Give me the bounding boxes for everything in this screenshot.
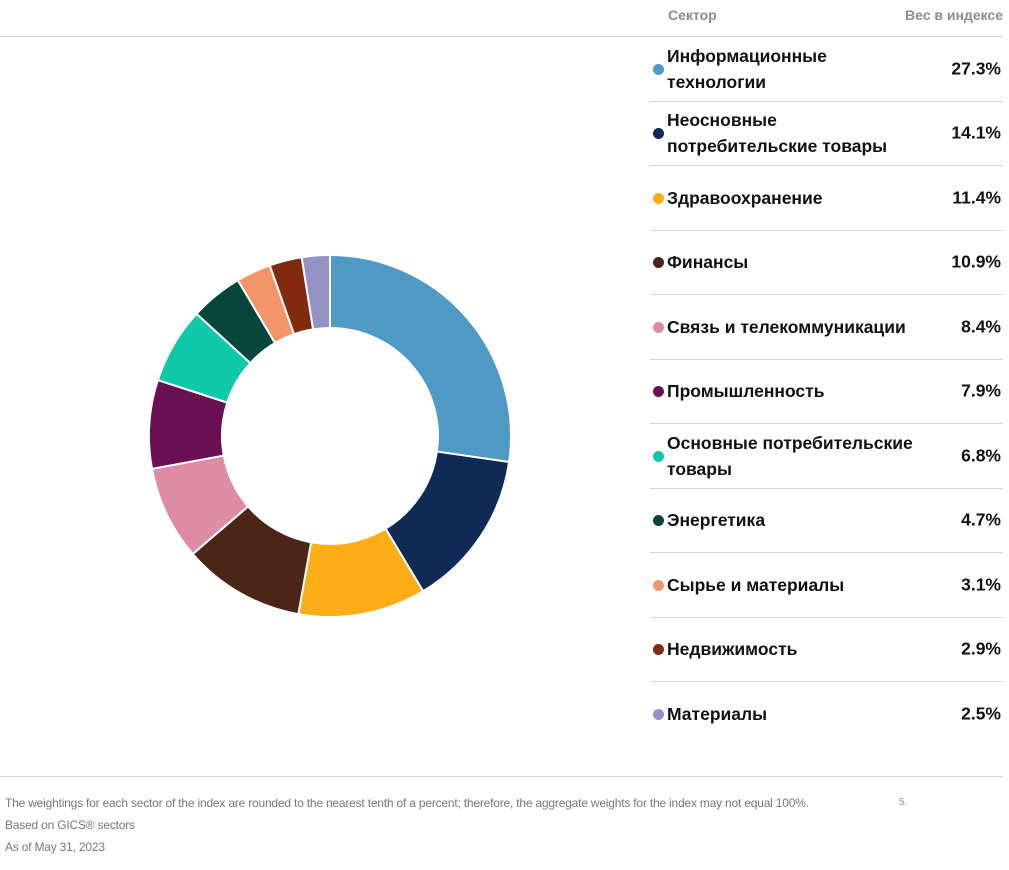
footnote-rounding: The weightings for each sector of the in… xyxy=(5,796,809,810)
legend-value: 4.7% xyxy=(961,509,1001,530)
legend-row: Промышленность 7.9% xyxy=(650,360,1003,424)
sector-donut-chart xyxy=(148,253,512,618)
legend-value: 6.8% xyxy=(961,445,1001,466)
legend-row: Связь и телекоммуникации 8.4% xyxy=(650,295,1003,360)
legend-value: 2.9% xyxy=(961,638,1001,659)
legend-row: Сырье и материалы 3.1% xyxy=(650,553,1003,618)
legend-swatch xyxy=(653,128,664,140)
legend-swatch xyxy=(653,63,664,75)
legend-value: 27.3% xyxy=(951,58,1001,79)
legend-label: Информационные технологии xyxy=(667,45,827,92)
legend-label: Здравоохранение xyxy=(667,187,823,208)
column-header-sector: Сектор xyxy=(668,7,717,23)
legend-value: 10.9% xyxy=(951,251,1001,272)
legend-swatch xyxy=(653,450,664,462)
legend-label: Энергетика xyxy=(667,510,766,531)
legend-value: 8.4% xyxy=(961,316,1001,337)
footnote-date: As of May 31, 2023 xyxy=(5,840,105,854)
header-divider xyxy=(0,36,1003,37)
legend-swatch xyxy=(653,386,664,398)
legend-swatch xyxy=(653,321,664,333)
legend-swatch xyxy=(653,192,664,204)
legend-swatch xyxy=(653,579,664,591)
legend-row: Недвижимость 2.9% xyxy=(650,618,1003,682)
legend-value: 2.5% xyxy=(961,703,1001,724)
legend-label: Материалы xyxy=(667,704,768,725)
legend-row: Материалы 2.5% xyxy=(650,682,1003,747)
footnote-gics: Based on GICS® sectors xyxy=(5,818,135,832)
legend-row: Основные потребительские товары 6.8% xyxy=(650,424,1003,489)
legend-value: 11.4% xyxy=(952,187,1001,208)
legend-value: 14.1% xyxy=(951,122,1001,143)
legend-label: Основные потребительские товары xyxy=(667,432,913,479)
column-header-weight: Вес в индексе xyxy=(904,7,1003,23)
legend-row: Энергетика 4.7% xyxy=(650,489,1003,553)
legend-label: Финансы xyxy=(667,252,749,273)
stray-mark: 5. xyxy=(899,797,908,808)
legend-swatch xyxy=(653,257,664,269)
legend-label: Недвижимость xyxy=(667,639,798,660)
legend-label: Неосновные потребительские товары xyxy=(667,110,888,157)
legend-swatch xyxy=(653,644,664,656)
legend-swatch xyxy=(653,709,664,721)
footnotes: The weightings for each sector of the in… xyxy=(5,792,809,858)
donut-slice xyxy=(300,253,331,331)
donut-slice xyxy=(329,253,512,464)
legend-row: Финансы 10.9% xyxy=(650,231,1003,295)
legend-label: Промышленность xyxy=(667,381,825,402)
legend-row: Информационные технологии 27.3% xyxy=(650,37,1003,102)
legend-label: Сырье и материалы xyxy=(667,574,845,595)
legend-label: Связь и телекоммуникации xyxy=(667,316,906,337)
footer-divider xyxy=(0,776,1003,777)
legend-swatch xyxy=(653,515,664,527)
legend-value: 3.1% xyxy=(961,574,1001,595)
sector-legend-table: Информационные технологии 27.3% Неосновные… xyxy=(650,37,1003,747)
legend-row: Здравоохранение 11.4% xyxy=(650,166,1003,231)
legend-value: 7.9% xyxy=(961,380,1001,401)
legend-row: Неосновные потребительские товары 14.1% xyxy=(650,102,1003,166)
